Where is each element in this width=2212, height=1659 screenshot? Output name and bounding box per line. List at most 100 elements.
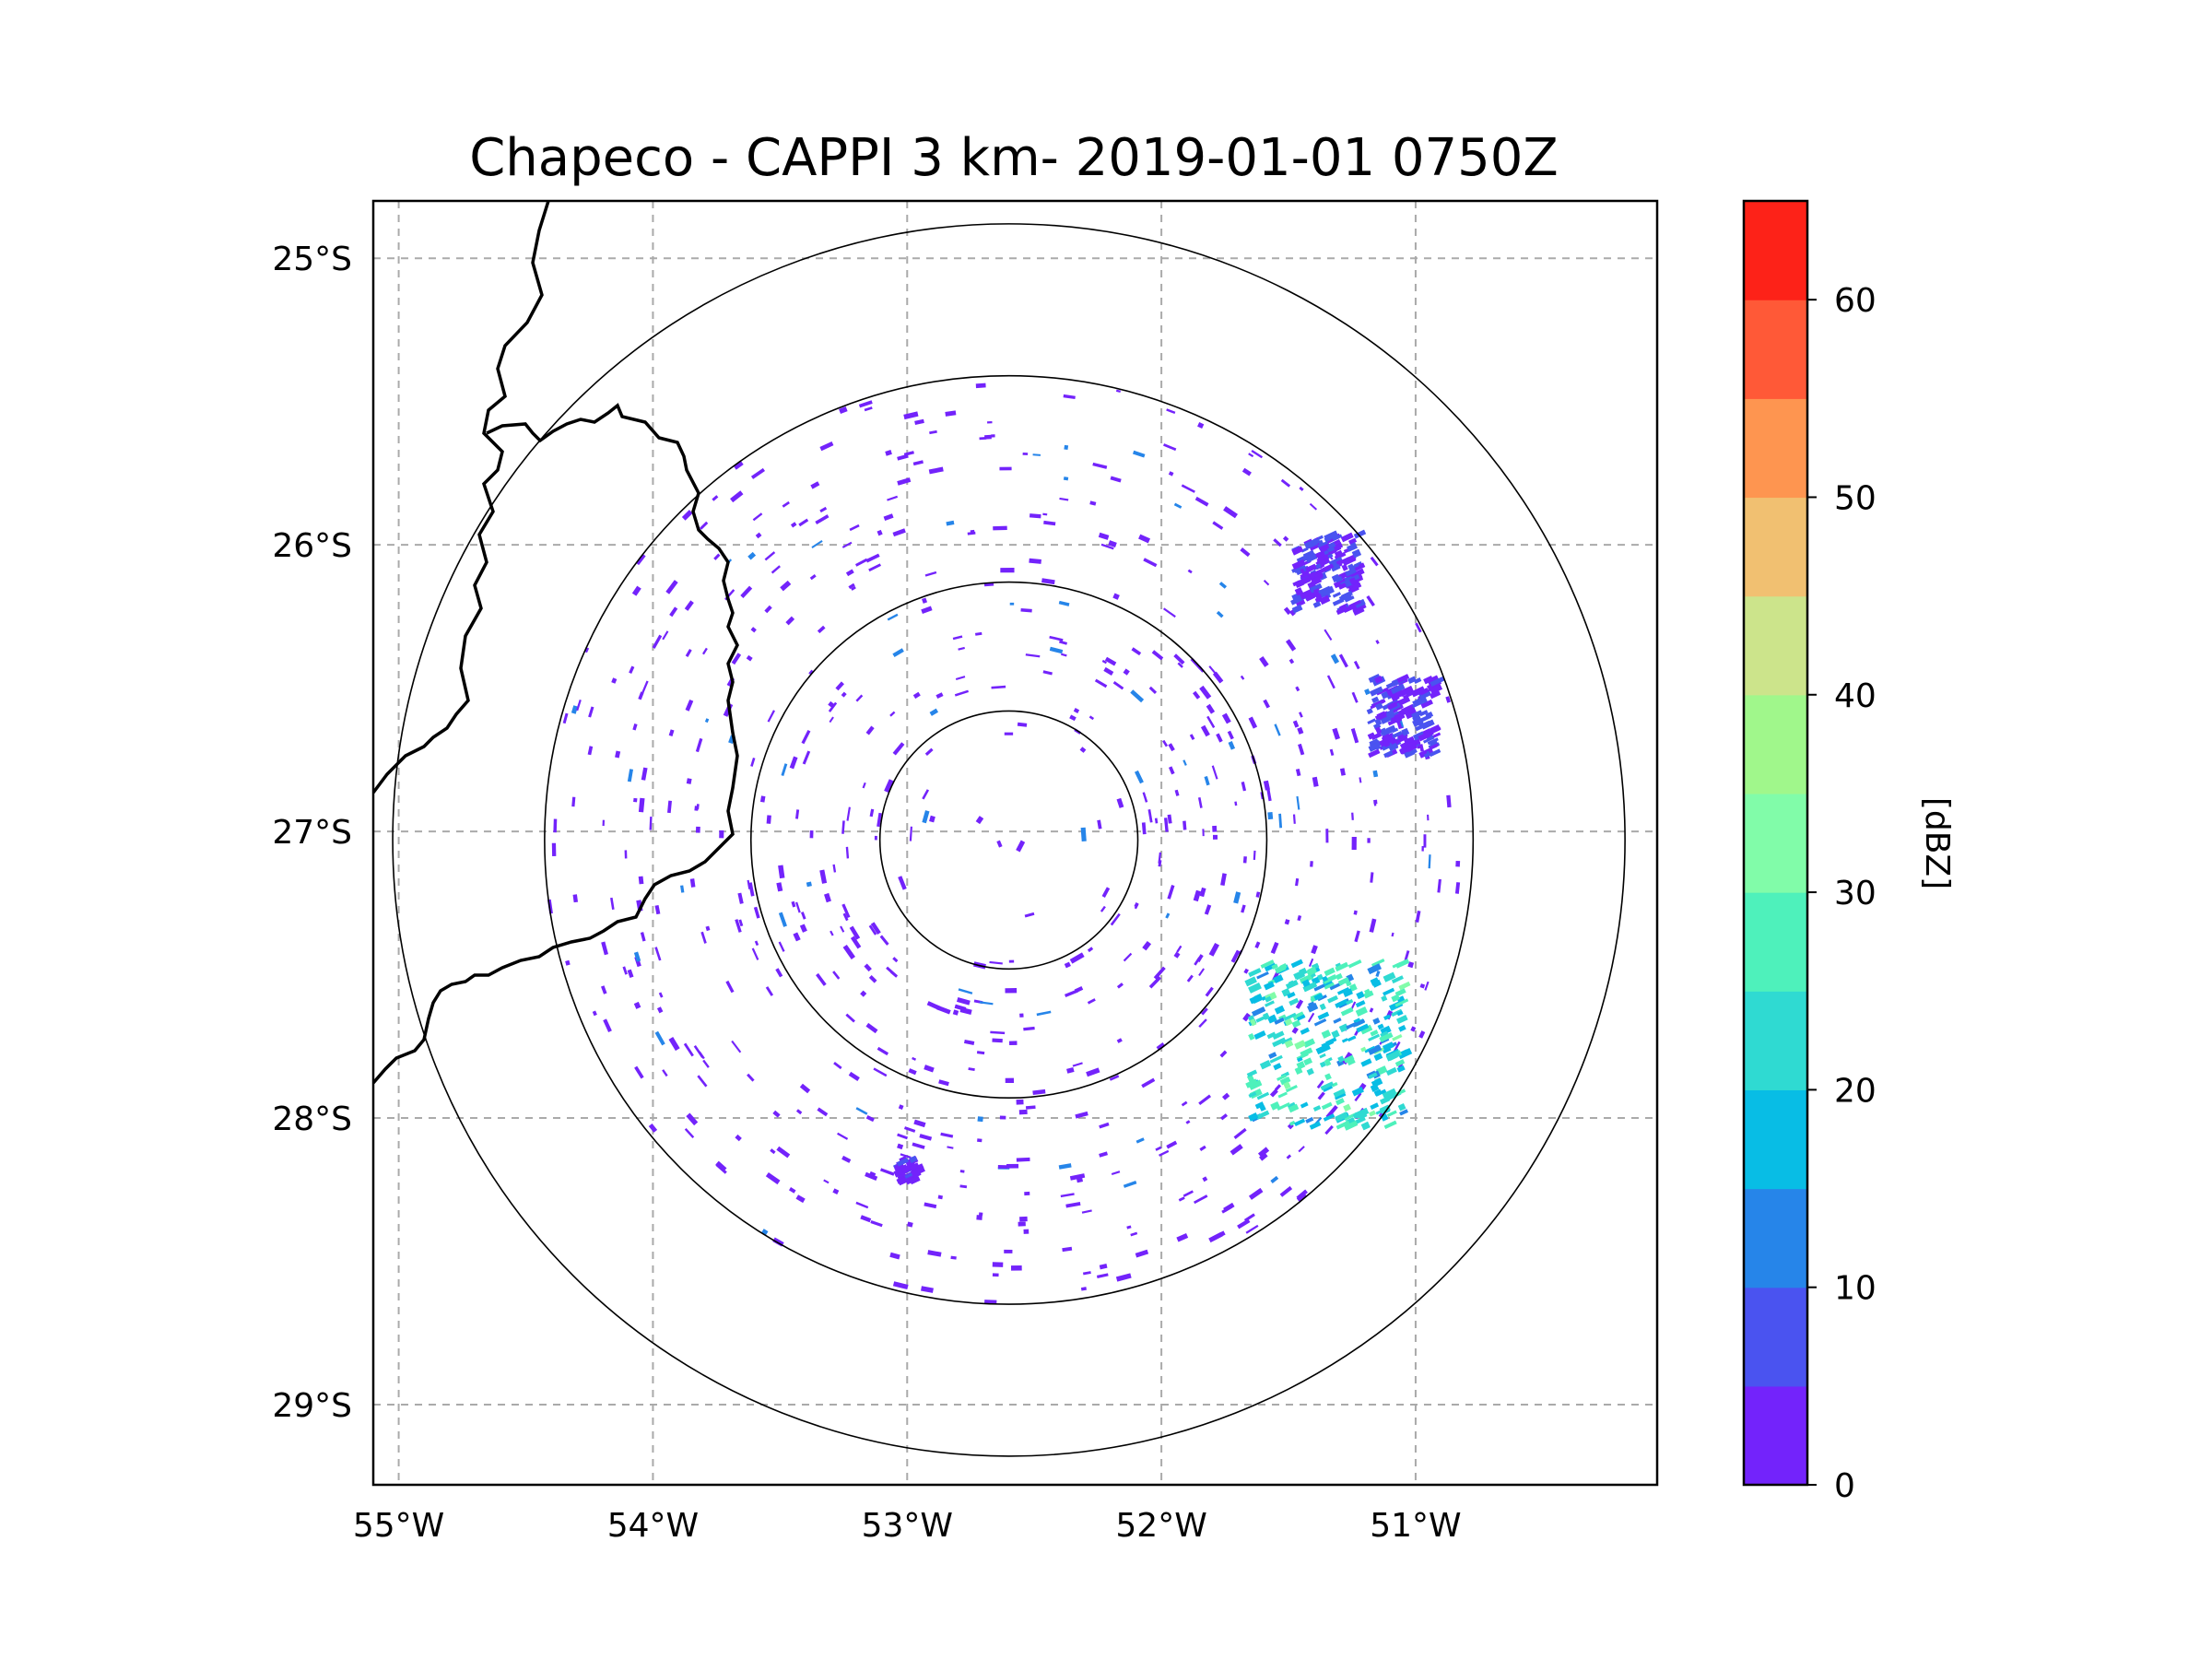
echo-speckle — [940, 1132, 954, 1138]
echo-speckle — [764, 551, 776, 561]
echo-speckle — [809, 830, 814, 839]
echo-cluster-cell — [1387, 716, 1402, 726]
echo-speckle — [1004, 732, 1014, 735]
echo-cluster-cell — [1356, 1023, 1370, 1033]
echo-speckle — [1351, 837, 1357, 851]
echo-cluster-cell — [1402, 691, 1414, 700]
echo-speckle — [1274, 1084, 1282, 1091]
echo-speckle — [1245, 1224, 1259, 1234]
echo-speckle — [976, 1051, 985, 1055]
echo-speckle — [1298, 1146, 1305, 1153]
echo-speckle — [1407, 961, 1415, 969]
echo-speckle — [809, 574, 817, 581]
echo-speckle — [1278, 813, 1283, 829]
echo-speckle — [874, 835, 877, 841]
echo-cluster-cell — [909, 1155, 918, 1164]
echo-cluster-cell — [1381, 716, 1392, 724]
echo-speckle — [879, 1168, 895, 1176]
echo-cluster-cell — [1317, 994, 1327, 1002]
echo-speckle — [602, 819, 606, 827]
echo-speckle — [746, 654, 753, 662]
echo-cluster-cell — [1292, 1011, 1305, 1021]
echo-cluster-cell — [1318, 543, 1332, 554]
colorbar-band — [1744, 1385, 1807, 1486]
echo-speckle — [767, 710, 775, 723]
echo-cluster-cell — [1259, 1060, 1272, 1070]
echo-speckle — [952, 635, 963, 641]
echo-speckle — [790, 522, 797, 528]
echo-speckle — [991, 685, 1006, 689]
echo-cluster-cell — [1283, 1012, 1297, 1021]
echo-cluster-cell — [1281, 1037, 1293, 1045]
echo-speckle — [848, 582, 855, 590]
echo-cluster-cell — [1367, 718, 1376, 725]
echo-speckle — [781, 763, 788, 777]
echo-cluster-cell — [1390, 683, 1406, 695]
echo-cluster-cell — [1324, 967, 1335, 977]
echo-cluster-cell — [1418, 731, 1431, 742]
echo-speckle — [1292, 814, 1296, 824]
echo-cluster-cell — [1309, 542, 1321, 551]
echo-speckle — [740, 585, 753, 598]
echo-speckle — [782, 500, 790, 508]
echo-cluster-cell — [902, 1166, 911, 1173]
echo-cluster-cell — [1346, 999, 1354, 1006]
echo-cluster-cell — [1371, 1077, 1383, 1088]
echo-speckle — [765, 986, 774, 996]
echo-cluster-cell — [1381, 733, 1394, 743]
echo-speckle — [1296, 795, 1300, 810]
echo-cluster-cell — [1397, 1047, 1413, 1060]
echo-speckle — [1310, 861, 1313, 867]
echo-cluster-cell — [1356, 991, 1365, 1000]
echo-cluster-cell — [1335, 998, 1348, 1008]
echo-speckle — [1330, 653, 1340, 665]
echo-speckle — [912, 691, 921, 700]
echo-speckle — [1353, 910, 1358, 915]
echo-speckle — [638, 797, 645, 813]
echo-speckle — [912, 411, 918, 416]
echo-cluster-cell — [1379, 1104, 1391, 1114]
echo-cluster-cell — [1430, 726, 1441, 734]
echo-speckle — [1288, 658, 1295, 665]
echo-speckle — [860, 990, 867, 997]
echo-cluster-cell — [1348, 599, 1361, 608]
echo-cluster-cell — [1305, 553, 1318, 563]
echo-speckle — [1032, 1088, 1046, 1096]
echo-cluster-cell — [1319, 1053, 1326, 1059]
echo-cluster-cell — [1344, 595, 1355, 603]
echo-speckle — [632, 723, 638, 731]
y-tick-label: 28°S — [272, 1100, 352, 1138]
echo-speckle — [877, 1046, 889, 1056]
echo-cluster-cell — [1381, 691, 1389, 700]
echo-speckle — [887, 613, 899, 621]
echo-speckle — [1173, 502, 1182, 509]
echo-speckle — [846, 806, 851, 821]
echo-speckle — [855, 1107, 868, 1115]
echo-cluster-cell — [1387, 702, 1398, 711]
echo-cluster-cell — [1355, 1000, 1366, 1008]
echo-cluster-cell — [1311, 537, 1321, 547]
echo-speckle — [1212, 834, 1218, 840]
echo-speckle — [662, 630, 669, 641]
echo-speckle — [928, 466, 944, 475]
echo-cluster-cell — [1381, 994, 1388, 1002]
echo-speckle — [987, 421, 993, 424]
echo-speckle — [1148, 686, 1158, 694]
echo-speckle — [1173, 951, 1181, 959]
echo-cluster-cell — [893, 1168, 905, 1178]
echo-speckle — [892, 1281, 909, 1290]
echo-cluster-cell — [1377, 1023, 1384, 1030]
echo-cluster-cell — [1422, 720, 1431, 729]
echo-speckle — [686, 778, 692, 784]
echo-speckle — [854, 558, 868, 567]
echo-speckle — [1141, 1077, 1156, 1088]
echo-speckle — [840, 925, 845, 933]
echo-speckle — [662, 1069, 668, 1077]
echo-speckle — [1168, 766, 1175, 775]
echo-speckle — [935, 692, 944, 700]
echo-speckle — [889, 711, 896, 717]
echo-speckle — [592, 1010, 597, 1017]
echo-cluster-cell — [1374, 726, 1382, 735]
echo-speckle — [968, 1067, 975, 1071]
echo-cluster-cell — [1277, 1101, 1290, 1112]
